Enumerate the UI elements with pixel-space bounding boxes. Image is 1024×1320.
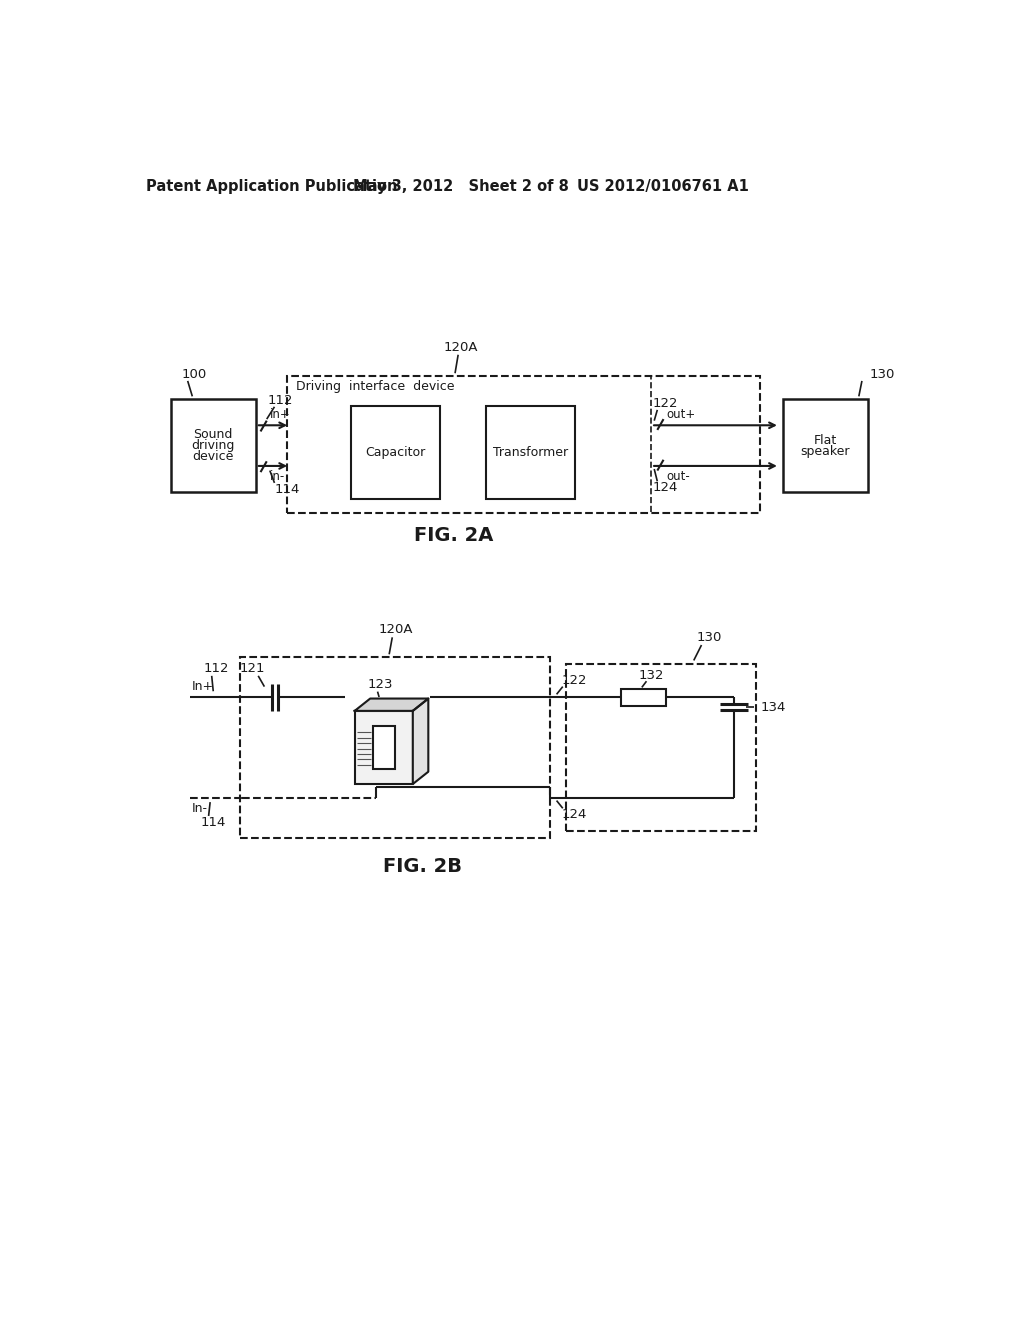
Text: out+: out+ bbox=[667, 408, 696, 421]
Text: in+: in+ bbox=[270, 408, 291, 421]
Text: Transformer: Transformer bbox=[493, 446, 568, 459]
Text: 130: 130 bbox=[869, 368, 895, 381]
Text: FIG. 2A: FIG. 2A bbox=[414, 527, 494, 545]
Text: Capacitor: Capacitor bbox=[366, 446, 426, 459]
Bar bbox=[783, 400, 868, 492]
Text: 112: 112 bbox=[204, 661, 229, 675]
Text: Sound: Sound bbox=[194, 428, 232, 441]
Text: In-: In- bbox=[191, 801, 208, 814]
Bar bbox=[241, 657, 550, 838]
Text: driving: driving bbox=[191, 440, 234, 453]
Text: out-: out- bbox=[667, 470, 690, 483]
Text: 114: 114 bbox=[274, 483, 300, 495]
Bar bbox=[351, 407, 440, 499]
Text: 100: 100 bbox=[181, 368, 207, 381]
Text: Patent Application Publication: Patent Application Publication bbox=[145, 180, 397, 194]
Bar bbox=[486, 407, 575, 499]
Bar bbox=[373, 726, 394, 768]
Text: FIG. 2B: FIG. 2B bbox=[383, 857, 462, 876]
Bar bbox=[354, 711, 413, 784]
Text: 130: 130 bbox=[696, 631, 722, 644]
Text: 122: 122 bbox=[652, 397, 678, 411]
Text: 124: 124 bbox=[561, 808, 587, 821]
Bar bbox=[171, 400, 256, 492]
Text: 121: 121 bbox=[240, 661, 265, 675]
Text: In+: In+ bbox=[191, 680, 214, 693]
Text: Driving  interface  device: Driving interface device bbox=[296, 380, 455, 393]
Bar bbox=[566, 664, 756, 832]
Bar bbox=[287, 376, 760, 512]
Text: May 3, 2012   Sheet 2 of 8: May 3, 2012 Sheet 2 of 8 bbox=[353, 180, 569, 194]
Text: 120A: 120A bbox=[444, 341, 478, 354]
Polygon shape bbox=[413, 698, 428, 784]
Polygon shape bbox=[354, 698, 428, 711]
Text: 123: 123 bbox=[368, 678, 392, 692]
Text: 112: 112 bbox=[268, 395, 294, 407]
Text: speaker: speaker bbox=[801, 445, 850, 458]
Text: 114: 114 bbox=[201, 816, 226, 829]
Text: device: device bbox=[193, 450, 233, 463]
Text: 124: 124 bbox=[652, 480, 678, 494]
Text: 120A: 120A bbox=[378, 623, 413, 636]
Bar bbox=[621, 689, 666, 706]
Text: 132: 132 bbox=[638, 668, 664, 681]
Text: US 2012/0106761 A1: US 2012/0106761 A1 bbox=[577, 180, 749, 194]
Text: 122: 122 bbox=[561, 675, 587, 686]
Text: in-: in- bbox=[270, 470, 285, 483]
Text: Flat: Flat bbox=[814, 434, 838, 446]
Text: 134: 134 bbox=[761, 701, 785, 714]
